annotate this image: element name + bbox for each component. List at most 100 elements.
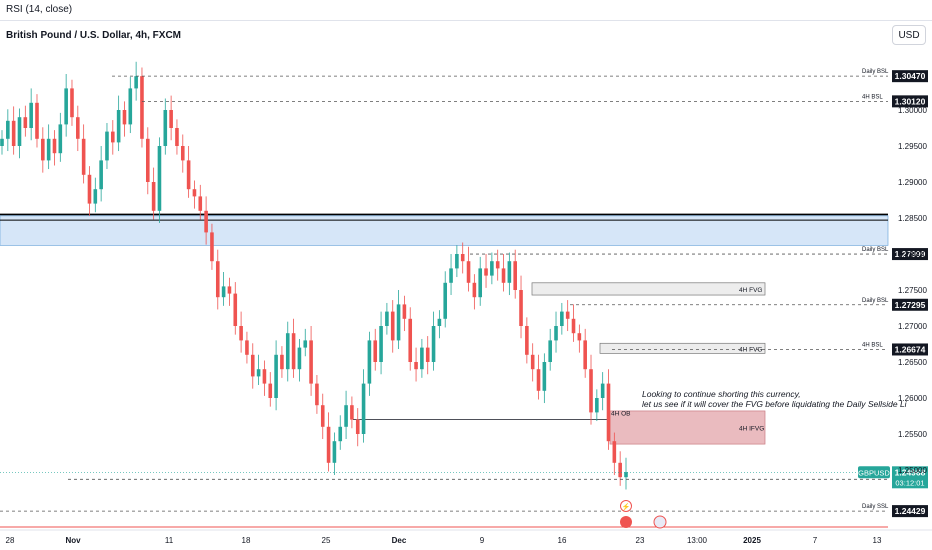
- candle-body: [455, 254, 459, 269]
- y-tick-label: 1.25000: [898, 466, 927, 475]
- y-tick-label: 1.25500: [898, 430, 927, 439]
- candle-body: [484, 268, 488, 276]
- candle-body: [490, 261, 494, 276]
- liquidity-level-label: Daily SSL: [862, 504, 889, 510]
- candle-body: [52, 138, 57, 154]
- candle-body: [408, 318, 413, 362]
- candle-body: [460, 254, 465, 262]
- x-tick-label: 2025: [743, 536, 761, 545]
- liquidity-level-label: Daily BSL: [862, 247, 889, 253]
- candle-body: [367, 340, 372, 384]
- candle-body: [227, 286, 232, 294]
- fvg-zone: [609, 410, 766, 445]
- y-tick-label: 1.27000: [898, 322, 927, 331]
- price-tag-label: 1.27999: [895, 249, 926, 259]
- candle-body: [210, 232, 214, 262]
- candle-body: [239, 326, 243, 341]
- candle-body: [29, 102, 33, 128]
- candle-body: [280, 354, 284, 370]
- candle-body: [291, 333, 296, 370]
- candle-body: [577, 333, 582, 341]
- lightning-icon[interactable]: [620, 500, 632, 512]
- candle-body: [612, 441, 617, 463]
- candle-body: [513, 261, 517, 290]
- symbol-tag: [858, 466, 890, 479]
- candle-body: [140, 76, 144, 139]
- last-price-tag: [892, 466, 928, 489]
- candle-body: [571, 318, 576, 334]
- price-tag: [892, 70, 928, 83]
- price-tag-label: 1.26674: [895, 344, 926, 354]
- candle-body: [495, 261, 500, 269]
- candle-body: [402, 304, 407, 319]
- candle-body: [315, 383, 319, 406]
- candle-body: [221, 286, 226, 298]
- fvg-zone: [599, 342, 766, 354]
- candle-body: [624, 472, 628, 478]
- chart-title: British Pound / U.S. Dollar, 4h, FXCM: [6, 30, 182, 41]
- candle-body: [449, 268, 453, 283]
- x-tick-label: 7: [813, 536, 818, 545]
- candle-body: [250, 354, 255, 377]
- candle-body: [589, 369, 593, 413]
- x-tick-label: 28: [6, 536, 15, 545]
- candle-body: [600, 383, 605, 398]
- candle-body: [548, 340, 552, 362]
- currency-button[interactable]: USD: [892, 25, 926, 45]
- zone-label: 4H FVG: [739, 287, 762, 294]
- candle-body: [163, 110, 168, 146]
- y-tick-label: 1.26000: [898, 394, 927, 403]
- candle-body: [186, 160, 191, 190]
- us-flag-icon[interactable]: [653, 515, 667, 529]
- candle-body: [466, 261, 471, 283]
- candle-body: [23, 117, 28, 128]
- candle-body: [420, 347, 424, 370]
- y-tick-label: 1.28000: [898, 250, 927, 259]
- x-tick-label: Dec: [392, 536, 407, 545]
- indicator-bar: RSI (14, close): [0, 0, 932, 21]
- candle-body: [326, 426, 331, 463]
- uk-flag-icon[interactable]: [620, 516, 632, 528]
- candle-body: [414, 362, 418, 370]
- indicator-label[interactable]: RSI (14, close): [6, 4, 73, 15]
- candle-body: [309, 340, 313, 384]
- candle-body: [262, 369, 267, 384]
- candle-body: [192, 189, 197, 197]
- candle-body: [525, 326, 529, 355]
- x-tick-label: Nov: [65, 536, 81, 545]
- liquidity-level-label: Daily BSL: [862, 298, 889, 304]
- price-tag-label: 1.27295: [895, 300, 926, 310]
- zone-label: 4H IFVG: [739, 426, 764, 433]
- candle-body: [519, 290, 523, 326]
- candle-body: [344, 405, 348, 427]
- candle-body: [373, 340, 378, 362]
- candle-body: [134, 76, 138, 89]
- candle-body: [35, 102, 39, 139]
- candle-body: [198, 196, 203, 211]
- candle-body: [478, 268, 483, 298]
- candle-body: [116, 110, 121, 143]
- candle-body: [332, 441, 337, 463]
- candle-body: [320, 405, 325, 427]
- price-tag: [892, 298, 928, 311]
- candle-body: [58, 124, 63, 154]
- candle-body: [6, 120, 10, 139]
- x-tick-label: 18: [242, 536, 251, 545]
- x-tick-label: 13:00: [687, 536, 708, 545]
- candle-body: [122, 110, 127, 125]
- lightning-glyph: ⚡: [622, 502, 631, 511]
- candle-body: [507, 261, 512, 283]
- candle-body: [606, 383, 611, 442]
- candle-body: [87, 174, 92, 204]
- candle-body: [355, 419, 360, 434]
- candle-body: [11, 120, 16, 146]
- x-tick-label: 23: [636, 536, 645, 545]
- candle-body: [0, 138, 4, 146]
- candle-body: [81, 138, 86, 175]
- candle-body: [204, 210, 208, 233]
- candle-body: [396, 304, 401, 341]
- price-tag: [892, 95, 928, 108]
- candle-body: [233, 293, 238, 326]
- candle-body: [361, 383, 366, 434]
